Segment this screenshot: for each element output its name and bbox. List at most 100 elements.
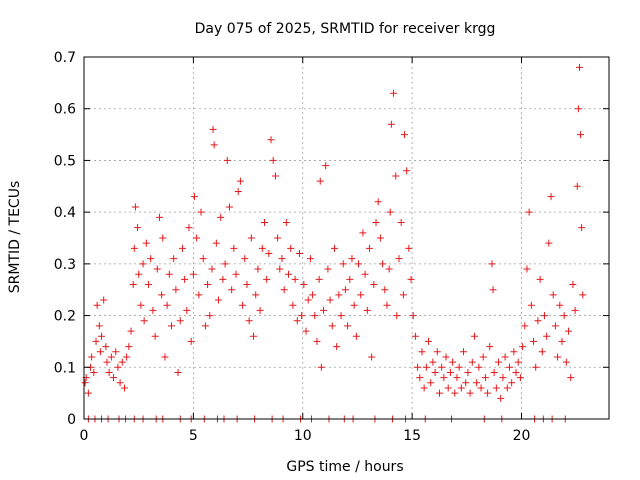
data-point [295, 250, 303, 258]
data-point [326, 296, 334, 304]
data-point [390, 89, 398, 97]
data-point [320, 306, 328, 314]
data-point [545, 239, 553, 247]
data-point [519, 343, 527, 351]
data-point [206, 312, 214, 320]
data-point [523, 265, 531, 273]
data-point [161, 353, 169, 361]
data-point [269, 156, 277, 164]
y-axis-label: SRMTID / TECUs [7, 181, 23, 294]
data-point [95, 322, 103, 330]
data-point [492, 384, 500, 392]
data-point [170, 255, 178, 263]
data-point [503, 384, 511, 392]
data-point [387, 120, 395, 128]
data-point [151, 332, 159, 340]
data-point [453, 374, 461, 382]
data-point [392, 172, 400, 180]
data-point [534, 317, 542, 325]
data-point [92, 337, 100, 345]
data-points [81, 63, 587, 423]
data-point [571, 306, 579, 314]
data-point [245, 317, 253, 325]
data-point [252, 291, 260, 299]
data-point [481, 374, 489, 382]
data-point [88, 353, 96, 361]
data-point [287, 244, 295, 252]
data-point [293, 317, 301, 325]
data-point [100, 296, 108, 304]
data-point [333, 343, 341, 351]
data-point [258, 244, 266, 252]
data-point [174, 368, 182, 376]
data-point [418, 348, 426, 356]
data-point [225, 203, 233, 211]
data-point [130, 244, 138, 252]
data-point [212, 239, 220, 247]
data-point [530, 337, 538, 345]
data-point [512, 368, 520, 376]
data-point [449, 358, 457, 366]
data-point [118, 358, 126, 366]
data-point [359, 229, 367, 237]
data-point [560, 312, 568, 320]
data-point [429, 358, 437, 366]
data-point [280, 286, 288, 294]
data-point [155, 213, 163, 221]
data-point [234, 187, 242, 195]
data-point [110, 374, 118, 382]
data-point [145, 281, 153, 289]
data-point [260, 218, 268, 226]
data-point [114, 363, 122, 371]
data-point [247, 234, 255, 242]
data-point [451, 389, 459, 397]
data-point [464, 368, 472, 376]
data-point [399, 291, 407, 299]
data-point [490, 368, 498, 376]
data-point [470, 332, 478, 340]
data-point [400, 131, 408, 139]
data-point [339, 260, 347, 268]
x-tick-label: 10 [294, 428, 312, 444]
data-point [232, 270, 240, 278]
data-point [219, 275, 227, 283]
data-point [165, 270, 173, 278]
data-point [457, 384, 465, 392]
x-tick-label: 20 [513, 428, 531, 444]
y-tick-label: 0.2 [54, 309, 76, 325]
data-point [385, 265, 393, 273]
data-point [525, 208, 533, 216]
data-point [505, 363, 513, 371]
data-point [462, 379, 470, 387]
data-point [149, 306, 157, 314]
data-point [361, 270, 369, 278]
data-point [527, 301, 535, 309]
data-point [322, 162, 330, 170]
data-point [302, 327, 310, 335]
data-point [134, 224, 142, 232]
data-point [107, 353, 115, 361]
data-point [497, 394, 505, 402]
data-point [98, 332, 105, 340]
data-point [309, 291, 317, 299]
data-point [556, 301, 564, 309]
data-point [241, 255, 249, 263]
data-point [208, 265, 216, 273]
data-point [215, 296, 223, 304]
data-point [386, 208, 394, 216]
data-point [411, 332, 419, 340]
data-point [466, 389, 474, 397]
data-point [217, 213, 225, 221]
data-point [239, 301, 247, 309]
data-point [363, 306, 371, 314]
data-point [193, 234, 201, 242]
y-tick-label: 0.3 [54, 257, 76, 273]
data-point [405, 244, 413, 252]
y-tick-label: 0.1 [54, 360, 76, 376]
data-point [565, 327, 573, 335]
data-point [105, 368, 113, 376]
data-point [575, 63, 583, 71]
data-point [495, 358, 503, 366]
data-point [558, 337, 566, 345]
data-point [298, 312, 306, 320]
